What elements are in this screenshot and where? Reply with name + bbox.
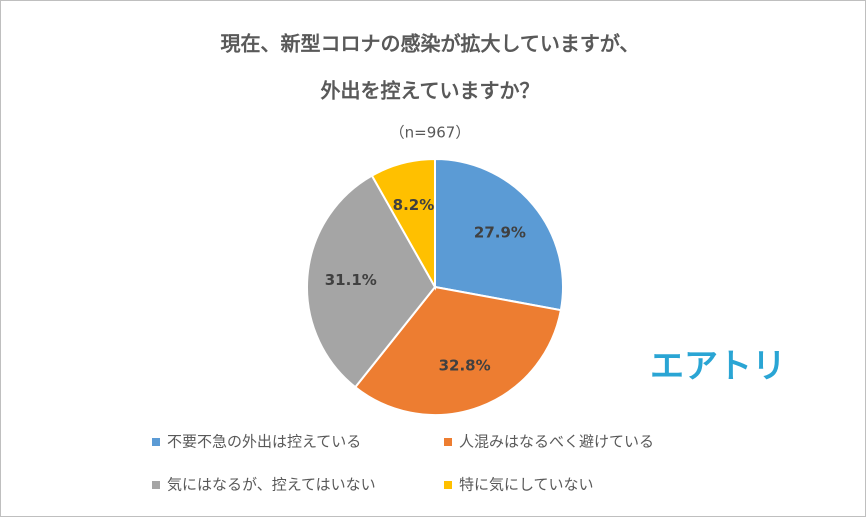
pie-slice (370, 157, 436, 291)
chart-subtitle: （n=967） (390, 124, 471, 142)
logo: エアトリ (650, 347, 786, 387)
legend-label: 不要不急の外出は控えている (167, 433, 361, 451)
chart-title: 現在、新型コロナの感染が拡大していますが、 (221, 32, 640, 56)
legend-swatch (152, 438, 160, 446)
pie-slice (353, 285, 563, 416)
legend-swatch (444, 481, 452, 489)
data-label: 31.1% (325, 271, 377, 289)
legend-label: 人混みはなるべく避けている (459, 433, 654, 451)
legend-label: 気にはなるが、控えてはいない (167, 476, 376, 494)
data-label: 27.9% (474, 223, 526, 241)
data-label: 8.2% (393, 196, 435, 214)
legend-swatch (444, 438, 452, 446)
legend-swatch (152, 481, 160, 489)
legend-label: 特に気にしていない (459, 476, 594, 494)
data-label: 32.8% (439, 357, 491, 375)
pie-slice (306, 174, 437, 389)
pie-slice (434, 157, 564, 312)
chart-title: 外出を控えていますか？ (321, 79, 540, 103)
